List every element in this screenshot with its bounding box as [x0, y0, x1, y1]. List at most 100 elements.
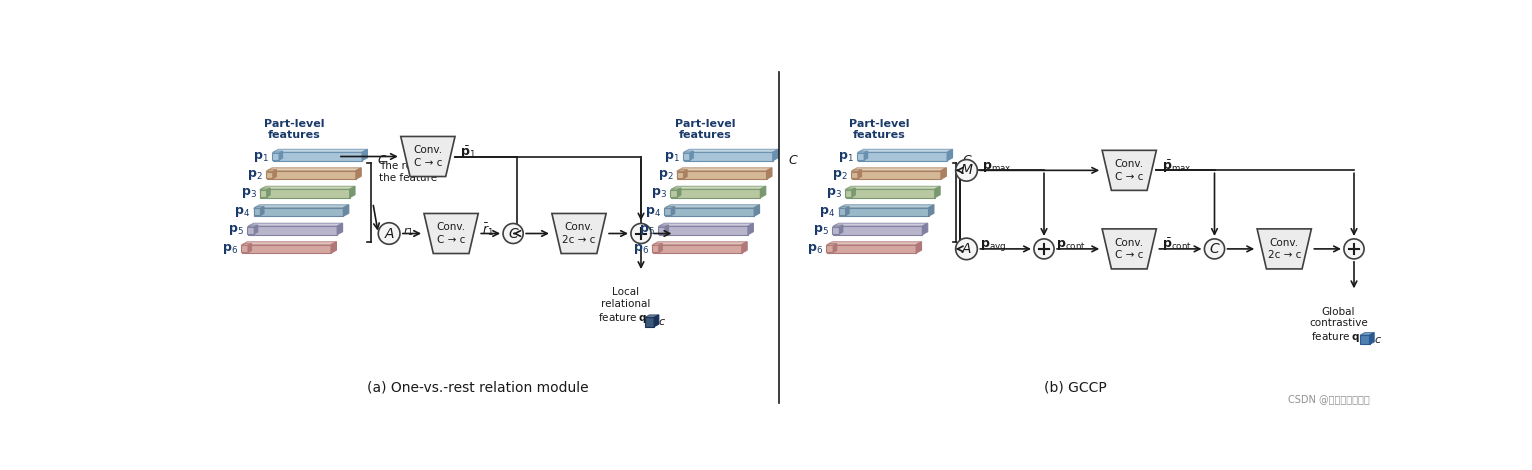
Polygon shape [665, 205, 760, 208]
Polygon shape [665, 209, 671, 215]
Text: Part-level
features: Part-level features [674, 119, 735, 141]
Polygon shape [248, 223, 343, 226]
Polygon shape [247, 227, 254, 234]
Polygon shape [331, 242, 337, 253]
Text: $\mathbf{p}_5$: $\mathbf{p}_5$ [813, 223, 829, 237]
Polygon shape [689, 151, 694, 160]
Polygon shape [248, 243, 251, 252]
Polygon shape [1360, 335, 1370, 345]
Text: $\mathbf{p}_5$: $\mathbf{p}_5$ [639, 223, 656, 237]
Polygon shape [337, 223, 343, 235]
Text: Conv.: Conv. [564, 222, 593, 232]
Polygon shape [677, 171, 766, 179]
Polygon shape [844, 190, 852, 197]
Polygon shape [916, 242, 922, 253]
Text: Global
contrastive
feature $\mathbf{q}_0$: Global contrastive feature $\mathbf{q}_0… [1310, 306, 1368, 344]
Text: Conv.: Conv. [1115, 238, 1144, 248]
Polygon shape [683, 149, 778, 152]
Text: C → c: C → c [414, 157, 443, 168]
Text: Local
relational
feature $\mathbf{q}_1$: Local relational feature $\mathbf{q}_1$ [599, 287, 653, 325]
Polygon shape [833, 226, 922, 235]
Polygon shape [677, 188, 680, 197]
Polygon shape [840, 205, 935, 208]
Text: A: A [385, 227, 394, 241]
Text: $\mathbf{p}_4$: $\mathbf{p}_4$ [820, 205, 835, 219]
Polygon shape [922, 223, 928, 235]
Polygon shape [362, 149, 368, 161]
Circle shape [1034, 239, 1054, 259]
Polygon shape [858, 152, 947, 161]
Polygon shape [665, 208, 754, 216]
Polygon shape [401, 136, 455, 177]
Polygon shape [651, 243, 662, 245]
Text: $\mathbf{p}_3$: $\mathbf{p}_3$ [826, 187, 841, 201]
Polygon shape [645, 317, 654, 327]
Polygon shape [645, 315, 659, 317]
Polygon shape [659, 225, 668, 227]
Polygon shape [254, 208, 343, 216]
Polygon shape [671, 207, 674, 215]
Polygon shape [424, 213, 478, 253]
Text: CSDN @郑媲经快去学习: CSDN @郑媲经快去学习 [1288, 394, 1370, 404]
Text: $r_1$: $r_1$ [403, 226, 414, 238]
Polygon shape [838, 209, 846, 215]
Text: $\bar{r}_1$: $\bar{r}_1$ [483, 221, 495, 238]
Polygon shape [248, 226, 337, 235]
Polygon shape [1102, 150, 1157, 190]
Polygon shape [846, 207, 849, 215]
Polygon shape [651, 245, 659, 252]
Polygon shape [260, 190, 267, 197]
Polygon shape [677, 172, 683, 179]
Polygon shape [254, 225, 257, 234]
Polygon shape [852, 168, 947, 171]
Polygon shape [349, 186, 355, 198]
Polygon shape [941, 168, 947, 179]
Circle shape [1344, 239, 1363, 259]
Polygon shape [552, 213, 607, 253]
Polygon shape [1102, 229, 1157, 269]
Polygon shape [838, 207, 849, 209]
Polygon shape [659, 227, 665, 234]
Polygon shape [654, 315, 659, 327]
Polygon shape [683, 170, 688, 179]
Polygon shape [260, 188, 270, 190]
Text: $\mathbf{p}_5$: $\mathbf{p}_5$ [228, 223, 244, 237]
Polygon shape [1370, 333, 1374, 345]
Polygon shape [683, 152, 772, 161]
Polygon shape [928, 205, 935, 216]
Polygon shape [827, 242, 922, 245]
Polygon shape [267, 168, 362, 171]
Polygon shape [671, 189, 760, 198]
Polygon shape [833, 223, 928, 226]
Polygon shape [748, 223, 754, 235]
Polygon shape [1258, 229, 1311, 269]
Polygon shape [1360, 333, 1374, 335]
Polygon shape [760, 186, 766, 198]
Polygon shape [671, 186, 766, 189]
Text: $\mathbf{p}_{\mathrm{cont}}$: $\mathbf{p}_{\mathrm{cont}}$ [1057, 238, 1086, 252]
Polygon shape [864, 151, 867, 160]
Polygon shape [772, 149, 778, 161]
Polygon shape [683, 151, 694, 153]
Text: Conv.: Conv. [437, 222, 466, 232]
Polygon shape [242, 245, 331, 253]
Polygon shape [241, 245, 248, 252]
Polygon shape [253, 207, 264, 209]
Polygon shape [947, 149, 953, 161]
Polygon shape [241, 243, 251, 245]
Polygon shape [671, 190, 677, 197]
Polygon shape [665, 207, 674, 209]
Text: Conv.: Conv. [1270, 238, 1299, 248]
Polygon shape [850, 170, 861, 172]
Polygon shape [665, 225, 668, 234]
Text: $\mathbf{p}_2$: $\mathbf{p}_2$ [832, 168, 847, 182]
Polygon shape [840, 225, 843, 234]
Circle shape [502, 224, 524, 243]
Text: c: c [1374, 335, 1380, 345]
Polygon shape [355, 168, 362, 179]
Text: Conv.: Conv. [1115, 159, 1144, 169]
Polygon shape [671, 188, 680, 190]
Text: (a) One-vs.-rest relation module: (a) One-vs.-rest relation module [368, 381, 590, 394]
Text: $\mathbf{p}_2$: $\mathbf{p}_2$ [247, 168, 264, 182]
Polygon shape [242, 242, 337, 245]
